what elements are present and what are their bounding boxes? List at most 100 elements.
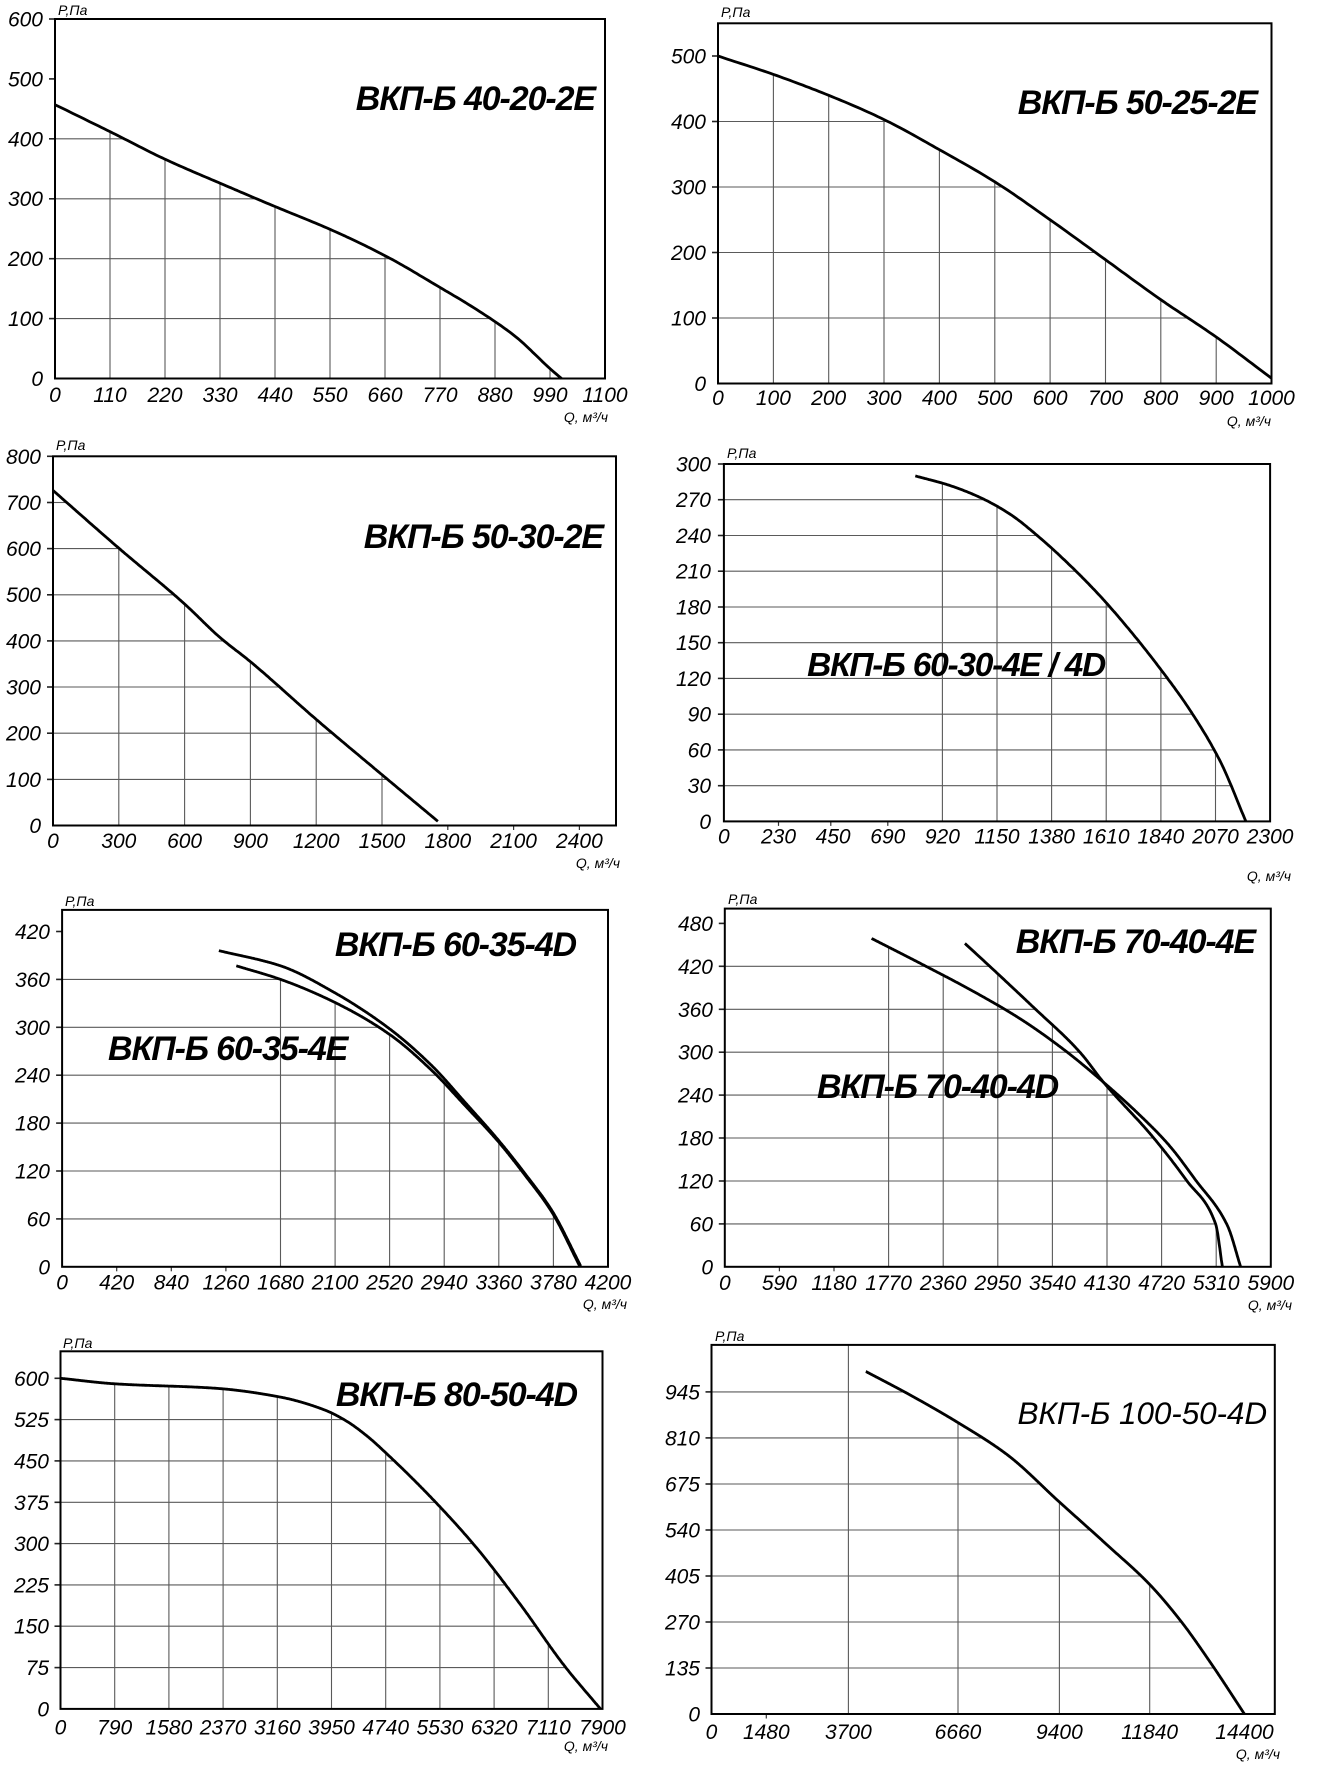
svg-text:1100: 1100 xyxy=(582,384,627,407)
svg-text:800: 800 xyxy=(6,446,41,469)
svg-text:300: 300 xyxy=(866,387,901,410)
svg-text:0: 0 xyxy=(706,1721,718,1744)
svg-text:690: 690 xyxy=(870,826,905,849)
svg-text:60: 60 xyxy=(690,1213,714,1236)
svg-text:6320: 6320 xyxy=(471,1717,518,1740)
svg-text:0: 0 xyxy=(29,815,41,838)
svg-text:ВКП-Б 80-50-4D: ВКП-Б 80-50-4D xyxy=(336,1376,578,1414)
svg-text:100: 100 xyxy=(6,769,41,792)
svg-text:400: 400 xyxy=(8,128,43,151)
svg-text:540: 540 xyxy=(665,1520,700,1543)
svg-text:4130: 4130 xyxy=(1084,1272,1131,1295)
svg-text:400: 400 xyxy=(671,111,706,134)
svg-text:ВКП-Б 40-20-2Е: ВКП-Б 40-20-2Е xyxy=(356,80,598,118)
svg-text:210: 210 xyxy=(675,561,711,584)
svg-text:990: 990 xyxy=(532,384,567,407)
svg-text:Q, м³/ч: Q, м³/ч xyxy=(1247,868,1291,884)
svg-text:800: 800 xyxy=(1143,387,1178,410)
svg-text:Q, м³/ч: Q, м³/ч xyxy=(576,855,620,871)
svg-text:110: 110 xyxy=(93,384,127,407)
svg-text:2370: 2370 xyxy=(199,1717,247,1740)
svg-text:420: 420 xyxy=(678,956,713,979)
svg-text:500: 500 xyxy=(8,68,43,91)
svg-text:375: 375 xyxy=(14,1492,49,1515)
svg-text:1800: 1800 xyxy=(424,830,471,853)
svg-text:810: 810 xyxy=(665,1427,700,1450)
svg-text:100: 100 xyxy=(8,308,43,331)
svg-text:300: 300 xyxy=(671,177,706,200)
svg-text:440: 440 xyxy=(257,384,292,407)
svg-text:0: 0 xyxy=(718,826,730,849)
svg-text:30: 30 xyxy=(688,775,712,798)
svg-text:300: 300 xyxy=(14,1533,49,1556)
svg-text:P,Па: P,Па xyxy=(56,437,86,453)
svg-text:600: 600 xyxy=(6,538,41,561)
svg-text:270: 270 xyxy=(664,1612,700,1635)
svg-text:120: 120 xyxy=(678,1171,713,1194)
svg-text:Q, м³/ч: Q, м³/ч xyxy=(583,1296,627,1312)
svg-text:0: 0 xyxy=(688,1704,700,1727)
svg-text:1150: 1150 xyxy=(974,826,1019,849)
svg-text:270: 270 xyxy=(675,489,711,512)
svg-text:590: 590 xyxy=(762,1272,797,1295)
svg-text:0: 0 xyxy=(694,373,706,396)
svg-text:3360: 3360 xyxy=(475,1272,522,1295)
svg-text:1580: 1580 xyxy=(146,1717,193,1740)
svg-text:P,Па: P,Па xyxy=(728,891,758,907)
svg-text:0: 0 xyxy=(699,811,711,834)
svg-text:ВКП-Б 50-30-2Е: ВКП-Б 50-30-2Е xyxy=(364,518,606,556)
svg-text:ВКП-Б 100-50-4D: ВКП-Б 100-50-4D xyxy=(1018,1395,1268,1431)
svg-text:180: 180 xyxy=(678,1128,713,1151)
svg-text:0: 0 xyxy=(56,1272,68,1295)
svg-text:5530: 5530 xyxy=(417,1717,464,1740)
svg-text:240: 240 xyxy=(675,525,711,548)
svg-text:420: 420 xyxy=(99,1272,134,1295)
svg-text:600: 600 xyxy=(1033,387,1068,410)
svg-text:5310: 5310 xyxy=(1193,1272,1240,1295)
svg-text:ВКП-Б 70-40-4Е: ВКП-Б 70-40-4Е xyxy=(1016,923,1258,961)
svg-text:2950: 2950 xyxy=(973,1272,1021,1295)
svg-text:120: 120 xyxy=(15,1161,50,1184)
svg-text:4740: 4740 xyxy=(362,1717,409,1740)
svg-text:1840: 1840 xyxy=(1138,826,1185,849)
svg-text:2070: 2070 xyxy=(1191,826,1239,849)
svg-text:2360: 2360 xyxy=(919,1272,967,1295)
svg-text:0: 0 xyxy=(49,384,61,407)
svg-text:Q, м³/ч: Q, м³/ч xyxy=(1248,1297,1292,1313)
svg-text:330: 330 xyxy=(202,384,237,407)
svg-text:P,Па: P,Па xyxy=(721,4,751,20)
svg-text:360: 360 xyxy=(15,969,50,992)
svg-text:2100: 2100 xyxy=(311,1272,359,1295)
svg-text:2400: 2400 xyxy=(555,830,603,853)
svg-text:ВКП-Б 70-40-4D: ВКП-Б 70-40-4D xyxy=(817,1068,1059,1106)
svg-text:840: 840 xyxy=(154,1272,189,1295)
svg-text:1480: 1480 xyxy=(743,1721,790,1744)
svg-text:360: 360 xyxy=(678,999,713,1022)
svg-text:300: 300 xyxy=(676,454,711,477)
svg-text:Q, м³/ч: Q, м³/ч xyxy=(564,1738,608,1754)
svg-text:135: 135 xyxy=(665,1658,700,1681)
svg-text:225: 225 xyxy=(13,1574,49,1597)
svg-text:1680: 1680 xyxy=(257,1272,304,1295)
svg-text:420: 420 xyxy=(15,921,50,944)
svg-text:700: 700 xyxy=(1088,387,1123,410)
svg-text:240: 240 xyxy=(14,1065,50,1088)
svg-text:150: 150 xyxy=(14,1616,49,1639)
svg-text:600: 600 xyxy=(167,830,202,853)
svg-text:525: 525 xyxy=(14,1409,49,1432)
svg-text:75: 75 xyxy=(26,1657,50,1680)
svg-text:660: 660 xyxy=(367,384,402,407)
svg-text:Q, м³/ч: Q, м³/ч xyxy=(564,409,608,425)
svg-text:120: 120 xyxy=(676,668,711,691)
svg-text:2300: 2300 xyxy=(1246,826,1294,849)
svg-text:1180: 1180 xyxy=(811,1272,856,1295)
svg-text:300: 300 xyxy=(8,188,43,211)
svg-text:880: 880 xyxy=(477,384,512,407)
svg-text:920: 920 xyxy=(925,826,960,849)
svg-text:405: 405 xyxy=(665,1566,700,1589)
svg-text:450: 450 xyxy=(14,1450,49,1473)
svg-text:300: 300 xyxy=(6,677,41,700)
svg-text:P,Па: P,Па xyxy=(65,893,95,909)
svg-text:1200: 1200 xyxy=(293,830,340,853)
svg-text:300: 300 xyxy=(101,830,136,853)
